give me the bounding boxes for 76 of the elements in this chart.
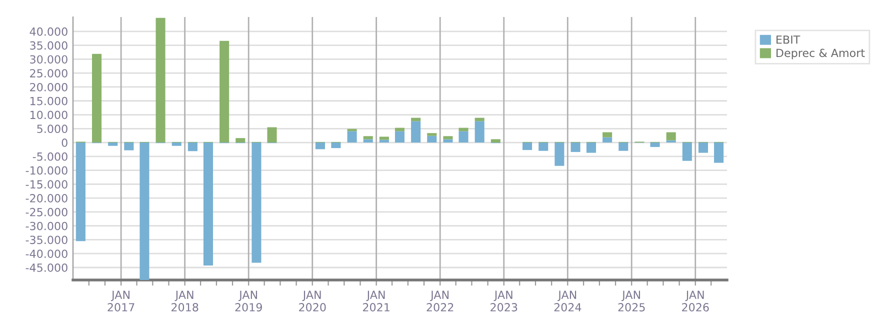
y-tick-label: 15.000 <box>30 96 68 106</box>
bar <box>236 138 246 143</box>
legend-label: EBIT <box>776 36 800 44</box>
bar <box>714 142 724 163</box>
bar <box>474 121 484 143</box>
y-tick-label: -45.000 <box>26 263 68 272</box>
y-tick-label: 0 <box>62 138 68 147</box>
y-tick-label: -40.000 <box>26 250 68 258</box>
x-tick-label: JAN 2022 <box>426 290 454 312</box>
x-tick-label: JAN 2021 <box>363 290 390 312</box>
bar <box>203 142 214 266</box>
y-tick-label: 40.000 <box>30 27 68 36</box>
bar <box>586 142 596 153</box>
x-tick-label: JAN 2020 <box>299 290 326 312</box>
y-tick-label: 10.000 <box>30 110 68 120</box>
y-tick-label: 5.000 <box>37 124 68 134</box>
bar <box>602 132 612 138</box>
legend-label: Deprec & Amort <box>776 48 865 60</box>
bar <box>267 127 277 143</box>
y-tick-label: 20.000 <box>30 82 68 92</box>
x-tick-label: JAN 2024 <box>554 290 582 312</box>
bar <box>490 139 500 143</box>
bar <box>363 136 373 140</box>
x-tick-label: JAN 2019 <box>235 290 262 312</box>
bar <box>220 40 230 143</box>
bar <box>427 136 437 143</box>
y-tick-label: -25.000 <box>26 208 68 216</box>
y-tick-label: -20.000 <box>26 194 68 202</box>
bar <box>650 142 660 147</box>
x-tick-label: JAN 2018 <box>172 290 198 312</box>
x-tick-label: JAN 2026 <box>682 290 709 312</box>
bar <box>172 142 182 146</box>
y-tick-label: -15.000 <box>26 180 68 189</box>
bar <box>538 142 548 151</box>
bar <box>188 142 198 152</box>
bar <box>602 137 612 143</box>
bar <box>92 54 102 143</box>
bar <box>427 133 437 136</box>
bar <box>363 139 373 143</box>
x-tick-label: JAN 2017 <box>108 290 134 312</box>
y-tick-label: 35.000 <box>30 41 68 50</box>
bar <box>108 142 118 146</box>
bar <box>666 132 676 140</box>
bar <box>379 140 389 143</box>
bar <box>443 139 453 143</box>
bar <box>458 128 468 132</box>
bar <box>411 118 421 122</box>
bar <box>124 142 134 150</box>
bar <box>522 142 532 150</box>
x-tick-label: JAN 2025 <box>618 290 645 312</box>
y-tick-label: -5.000 <box>32 152 68 161</box>
bar <box>394 131 405 143</box>
bar <box>252 142 262 263</box>
bar <box>140 142 150 280</box>
y-tick-label: -35.000 <box>26 236 68 244</box>
bar <box>411 121 421 143</box>
bar <box>76 142 86 242</box>
bar <box>458 131 468 143</box>
y-tick-label: 30.000 <box>30 55 68 64</box>
bar <box>682 142 692 161</box>
y-tick-label: 25.000 <box>30 69 68 78</box>
bar <box>331 142 341 148</box>
bar <box>554 142 564 166</box>
bar <box>394 128 405 132</box>
bar <box>315 142 326 150</box>
x-tick-label: JAN 2023 <box>490 290 518 312</box>
bar <box>156 18 166 143</box>
y-tick-label: -10.000 <box>26 166 68 175</box>
bar <box>443 136 453 140</box>
bar <box>570 142 580 152</box>
bar <box>379 136 389 140</box>
bar <box>618 142 628 151</box>
y-tick-label: -30.000 <box>26 222 68 230</box>
bar <box>474 118 484 122</box>
bar <box>347 131 357 143</box>
bar <box>698 142 708 153</box>
